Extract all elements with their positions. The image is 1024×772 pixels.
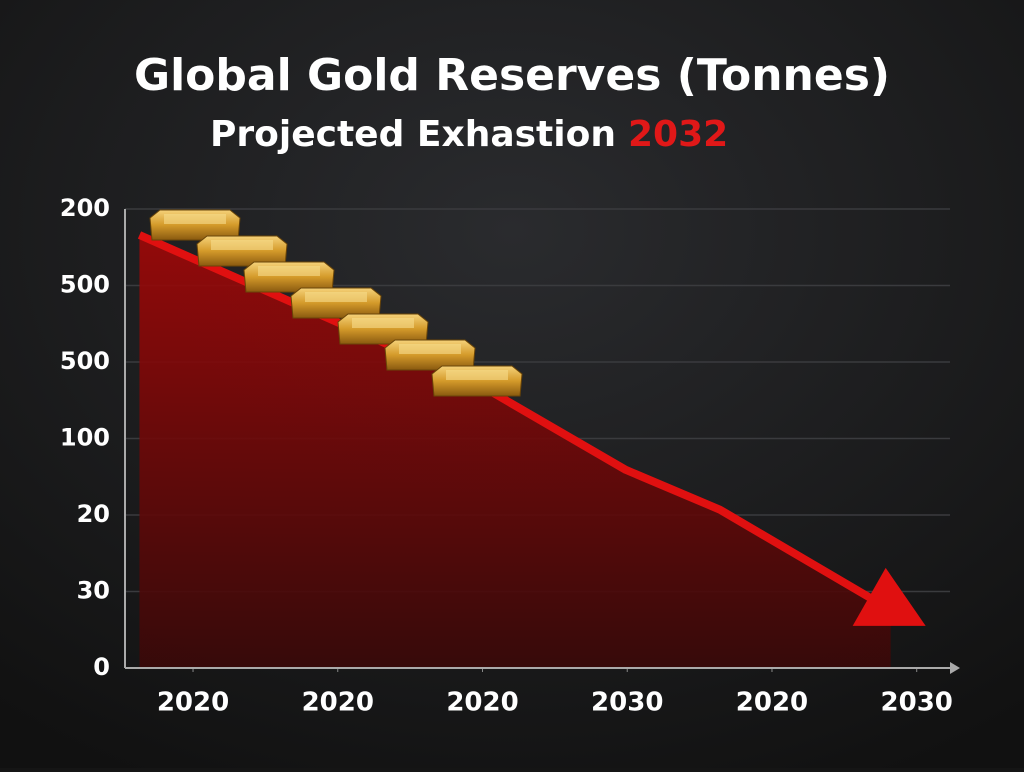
y-tick-label: 0: [93, 653, 110, 681]
y-tick-label: 20: [77, 500, 110, 528]
x-tick-label: 2020: [736, 688, 808, 718]
y-tick-label: 30: [77, 577, 110, 605]
subtitle-text: Projected Exhastion: [210, 114, 616, 155]
subtitle-highlight: 2032: [628, 114, 728, 155]
y-tick-label: 500: [60, 347, 110, 375]
gold-bar-top: [164, 214, 226, 224]
gold-bars: [149, 209, 523, 397]
y-tick-label: 500: [60, 271, 110, 299]
x-tick-label: 2020: [302, 688, 374, 718]
y-tick-label: 200: [60, 194, 110, 222]
chart-title: Global Gold Reserves (Tonnes): [134, 50, 890, 101]
gold-bar-top: [211, 240, 273, 250]
gold-bar-top: [399, 344, 461, 354]
gold-bar-top: [258, 266, 320, 276]
x-axis-arrow: [950, 662, 960, 674]
x-tick-label: 2030: [881, 688, 953, 718]
plot-area: 0 30 20 100 500 500 200 2020 2020 2020 2030 2020 203…: [60, 194, 960, 718]
gold-bar-top: [305, 292, 367, 302]
area: [139, 235, 891, 668]
x-tick-label: 2030: [591, 688, 663, 718]
y-tick-label: 100: [60, 424, 110, 452]
chart-subtitle: Projected Exhastion 2032: [210, 114, 728, 155]
arrowhead: [852, 567, 926, 626]
gold-bar-top: [446, 370, 508, 380]
x-tick-label: 2020: [446, 688, 518, 718]
gold-bar-top: [352, 318, 414, 328]
x-tick-label: 2020: [157, 688, 229, 718]
